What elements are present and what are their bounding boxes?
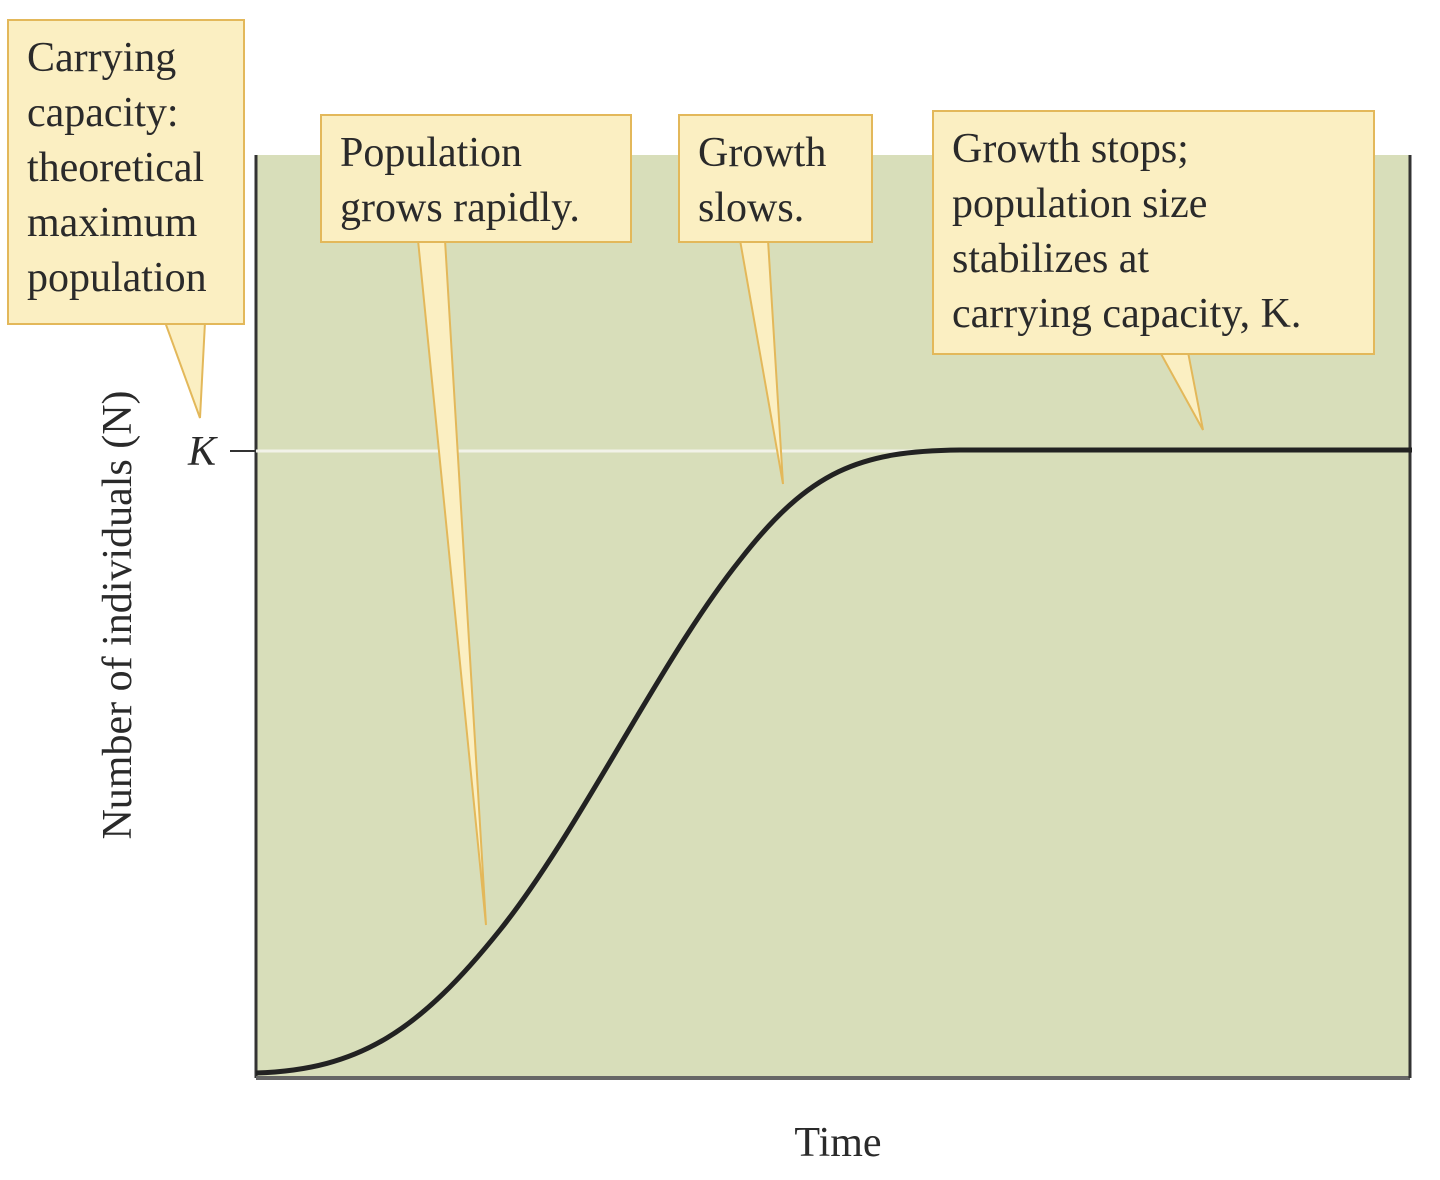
callout-line: theoretical xyxy=(27,145,205,191)
k-tick-label: K xyxy=(188,429,217,475)
callout-growth-stops: Growth stops; population size stabilizes… xyxy=(932,110,1375,355)
callout-line: slows. xyxy=(698,185,805,231)
logistic-curve xyxy=(255,447,1412,1076)
callout-line: stabilizes at xyxy=(952,236,1150,282)
callout-growth-slows: Growth slows. xyxy=(678,114,873,243)
callout-line: carrying capacity, K. xyxy=(952,291,1302,337)
callout-line: Growth stops; xyxy=(952,126,1189,172)
x-axis-label: Time xyxy=(794,1120,882,1166)
callout-line: population xyxy=(27,255,207,301)
callout-line: population size xyxy=(952,181,1208,227)
callout-line: Growth xyxy=(698,130,827,176)
callout-carrying-capacity: Carrying capacity: theoretical maximum p… xyxy=(7,19,245,325)
pointer-stops xyxy=(1158,351,1204,431)
pointer-carrying xyxy=(163,321,207,419)
callout-line: Carrying xyxy=(27,35,177,81)
pointer-rapid xyxy=(416,239,487,926)
callout-line: capacity: xyxy=(27,90,179,136)
callout-line: grows rapidly. xyxy=(340,185,580,231)
callout-line: Population xyxy=(340,130,523,176)
callout-grows-rapidly: Population grows rapidly. xyxy=(320,114,632,243)
callout-line: maximum xyxy=(27,200,198,246)
pointer-slows xyxy=(738,239,784,485)
y-axis-label: Number of individuals (N) xyxy=(95,390,141,840)
